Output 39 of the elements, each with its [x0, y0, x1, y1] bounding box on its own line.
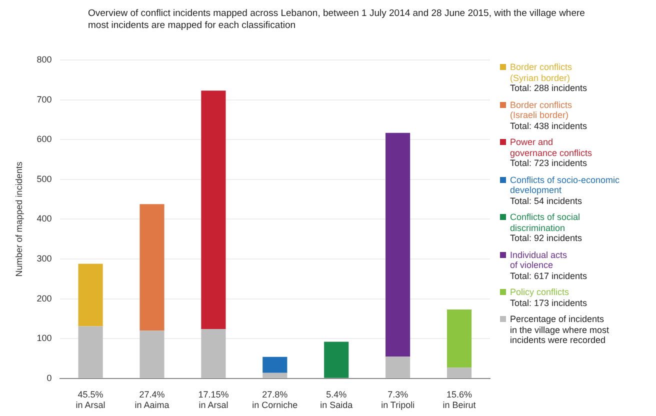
x-tick-label: 7.3% in Tripoli: [381, 389, 415, 410]
y-tick-label: 700: [36, 94, 52, 104]
legend-label: Conflicts of social discrimination Total: 92 incidents: [510, 212, 582, 244]
y-tick-label: 300: [36, 253, 52, 264]
y-tick-label: 0: [46, 372, 52, 383]
y-tick-label: 100: [36, 333, 52, 344]
legend-label: Individual acts of violence Total: 617 incidents: [510, 250, 588, 281]
bar: [386, 356, 410, 378]
legend-label: Policy conflicts Total: 173 incidents: [510, 287, 588, 308]
bar: [324, 342, 349, 378]
bar: [386, 132, 410, 357]
bar: [78, 326, 103, 378]
bar: [446, 368, 472, 378]
x-tick-label: 27.8% in Corniche: [252, 389, 298, 410]
y-tick-label: 800: [36, 54, 52, 64]
x-tick-label: 45.5% in Arsal: [76, 389, 106, 410]
legend-label: Border conflicts (Syrian border) Total: 288 incidents: [510, 62, 588, 94]
bar: [201, 329, 226, 378]
x-tick-label: 5.4% in Saida: [320, 389, 353, 410]
x-tick-label: 15.6% in Beirut: [442, 389, 476, 410]
x-tick-label: 27.4% in Aaima: [134, 389, 170, 410]
bar: [446, 310, 472, 368]
bar: [201, 90, 226, 330]
legend-label: Border conflicts (Israeli border) Total: 438 incidents: [510, 100, 588, 131]
bar: [140, 330, 164, 378]
bar: [262, 372, 288, 378]
x-tick-label: 17.15% in Arsal: [198, 389, 229, 410]
bar: [262, 356, 288, 373]
y-tick-label: 200: [36, 293, 52, 304]
legend-label: Percentage of incidents in the village where most incidents were recorded: [510, 314, 610, 346]
y-tick-label: 400: [36, 214, 52, 224]
y-axis-title: Number of mapped incidents: [14, 161, 24, 277]
y-tick-label: 600: [36, 134, 52, 144]
legend-label: Conflicts of socio-economic development Total: 54 incidents: [510, 174, 620, 206]
bar: [78, 264, 103, 326]
chart-title: Overview of conflict incidents mapped across Lebanon, between 1 July 2014 and 28 June 2015, with the village where most incidents are mapped for each classification: [88, 8, 586, 32]
y-tick-label: 500: [36, 174, 52, 184]
legend-label: Power and governance conflicts Total: 723 incidents: [510, 137, 592, 168]
bar: [140, 204, 164, 331]
